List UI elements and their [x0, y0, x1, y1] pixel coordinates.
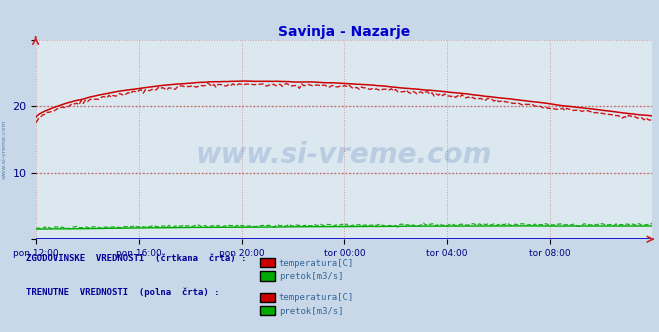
Text: www.si-vreme.com: www.si-vreme.com [2, 120, 7, 179]
Text: www.si-vreme.com: www.si-vreme.com [196, 141, 492, 169]
Text: temperatura[C]: temperatura[C] [279, 293, 354, 302]
Text: temperatura[C]: temperatura[C] [279, 259, 354, 268]
Title: Savinja - Nazarje: Savinja - Nazarje [278, 25, 411, 39]
Text: TRENUTNE  VREDNOSTI  (polna  črta) :: TRENUTNE VREDNOSTI (polna črta) : [26, 288, 220, 297]
Text: pretok[m3/s]: pretok[m3/s] [279, 272, 343, 281]
Text: ZGODOVINSKE  VREDNOSTI  (črtkana  črta) :: ZGODOVINSKE VREDNOSTI (črtkana črta) : [26, 254, 246, 263]
Text: pretok[m3/s]: pretok[m3/s] [279, 307, 343, 316]
